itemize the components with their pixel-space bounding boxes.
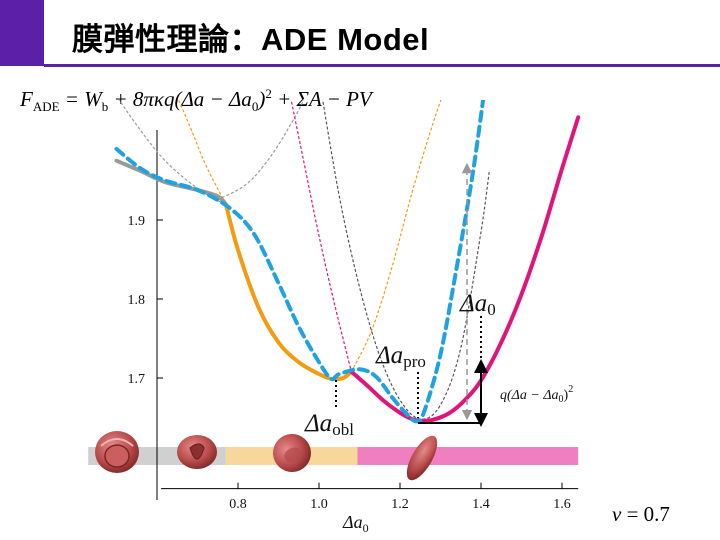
title-underline xyxy=(44,64,720,67)
y-tick-label: 1.8 xyxy=(128,293,146,308)
phase-bar xyxy=(88,447,579,465)
annotation-labels: Δa0 Δapro Δaobl q(Δa − Δa0)2 Δa0 xyxy=(304,290,573,535)
formula-sup: 2 xyxy=(265,86,272,101)
x-tick-label: 0.8 xyxy=(229,497,247,512)
formula-a-sub: 0 xyxy=(251,99,259,115)
series-dotted-black-parabola xyxy=(322,100,490,420)
x-tick-label: 1.6 xyxy=(553,497,571,512)
x-tick-label: 1.4 xyxy=(472,497,490,512)
axes: 0.8 1.0 1.2 1.4 1.6 1.7 1.8 1.9 xyxy=(128,130,579,512)
formula-w-sub: b xyxy=(101,99,109,115)
formula-lhs-sub: ADE xyxy=(32,99,60,115)
poisson-ratio-label: ν = 0.7 xyxy=(612,502,670,526)
series-dotted-orange-right xyxy=(350,100,442,373)
phase-segment-prolate xyxy=(357,447,579,465)
annotation-lines xyxy=(335,162,488,427)
x-axis-label: Δa0 xyxy=(342,512,369,535)
ade-energy-formula: FADE = Wb + 8πκq(Δa − Δa0)2 + ΣA − PV xyxy=(20,86,372,115)
series-dotted-gray-left xyxy=(118,100,223,204)
cell-shapes xyxy=(95,431,438,481)
series-dashed-blue xyxy=(114,100,486,424)
delta-a-pro-label: Δapro xyxy=(375,342,426,371)
series-solid-orange xyxy=(223,202,354,382)
stomatocyte-cup-icon xyxy=(177,435,217,469)
series-dotted-gray-right xyxy=(217,100,305,201)
series-solid-magenta xyxy=(349,115,581,423)
delta-a-obl-label: Δaobl xyxy=(304,410,354,439)
title-accent-bar xyxy=(0,0,44,66)
y-tick-label: 1.7 xyxy=(128,372,146,387)
delta-a0-label: Δa0 xyxy=(459,290,496,319)
formula-lhs: F xyxy=(20,87,33,111)
series-dotted-magenta xyxy=(290,100,352,373)
formula-rhs-pre: = W xyxy=(59,87,102,111)
x-tick-label: 1.0 xyxy=(310,497,328,512)
q-term-label: q(Δa − Δa0)2 xyxy=(500,384,573,405)
discocyte-cell-icon xyxy=(273,434,311,472)
x-tick-label: 1.2 xyxy=(391,497,409,512)
y-tick-label: 1.9 xyxy=(128,214,146,229)
energy-curves xyxy=(114,100,581,424)
prolate-cell-icon xyxy=(406,435,438,481)
formula-rhs-mid: + 8πκq(Δa − Δa xyxy=(108,87,252,111)
stomatocyte-cell-icon xyxy=(95,431,139,473)
slide-title: 膜弾性理論：ADE Model xyxy=(72,22,430,57)
formula-rhs-close: ) xyxy=(258,87,266,111)
